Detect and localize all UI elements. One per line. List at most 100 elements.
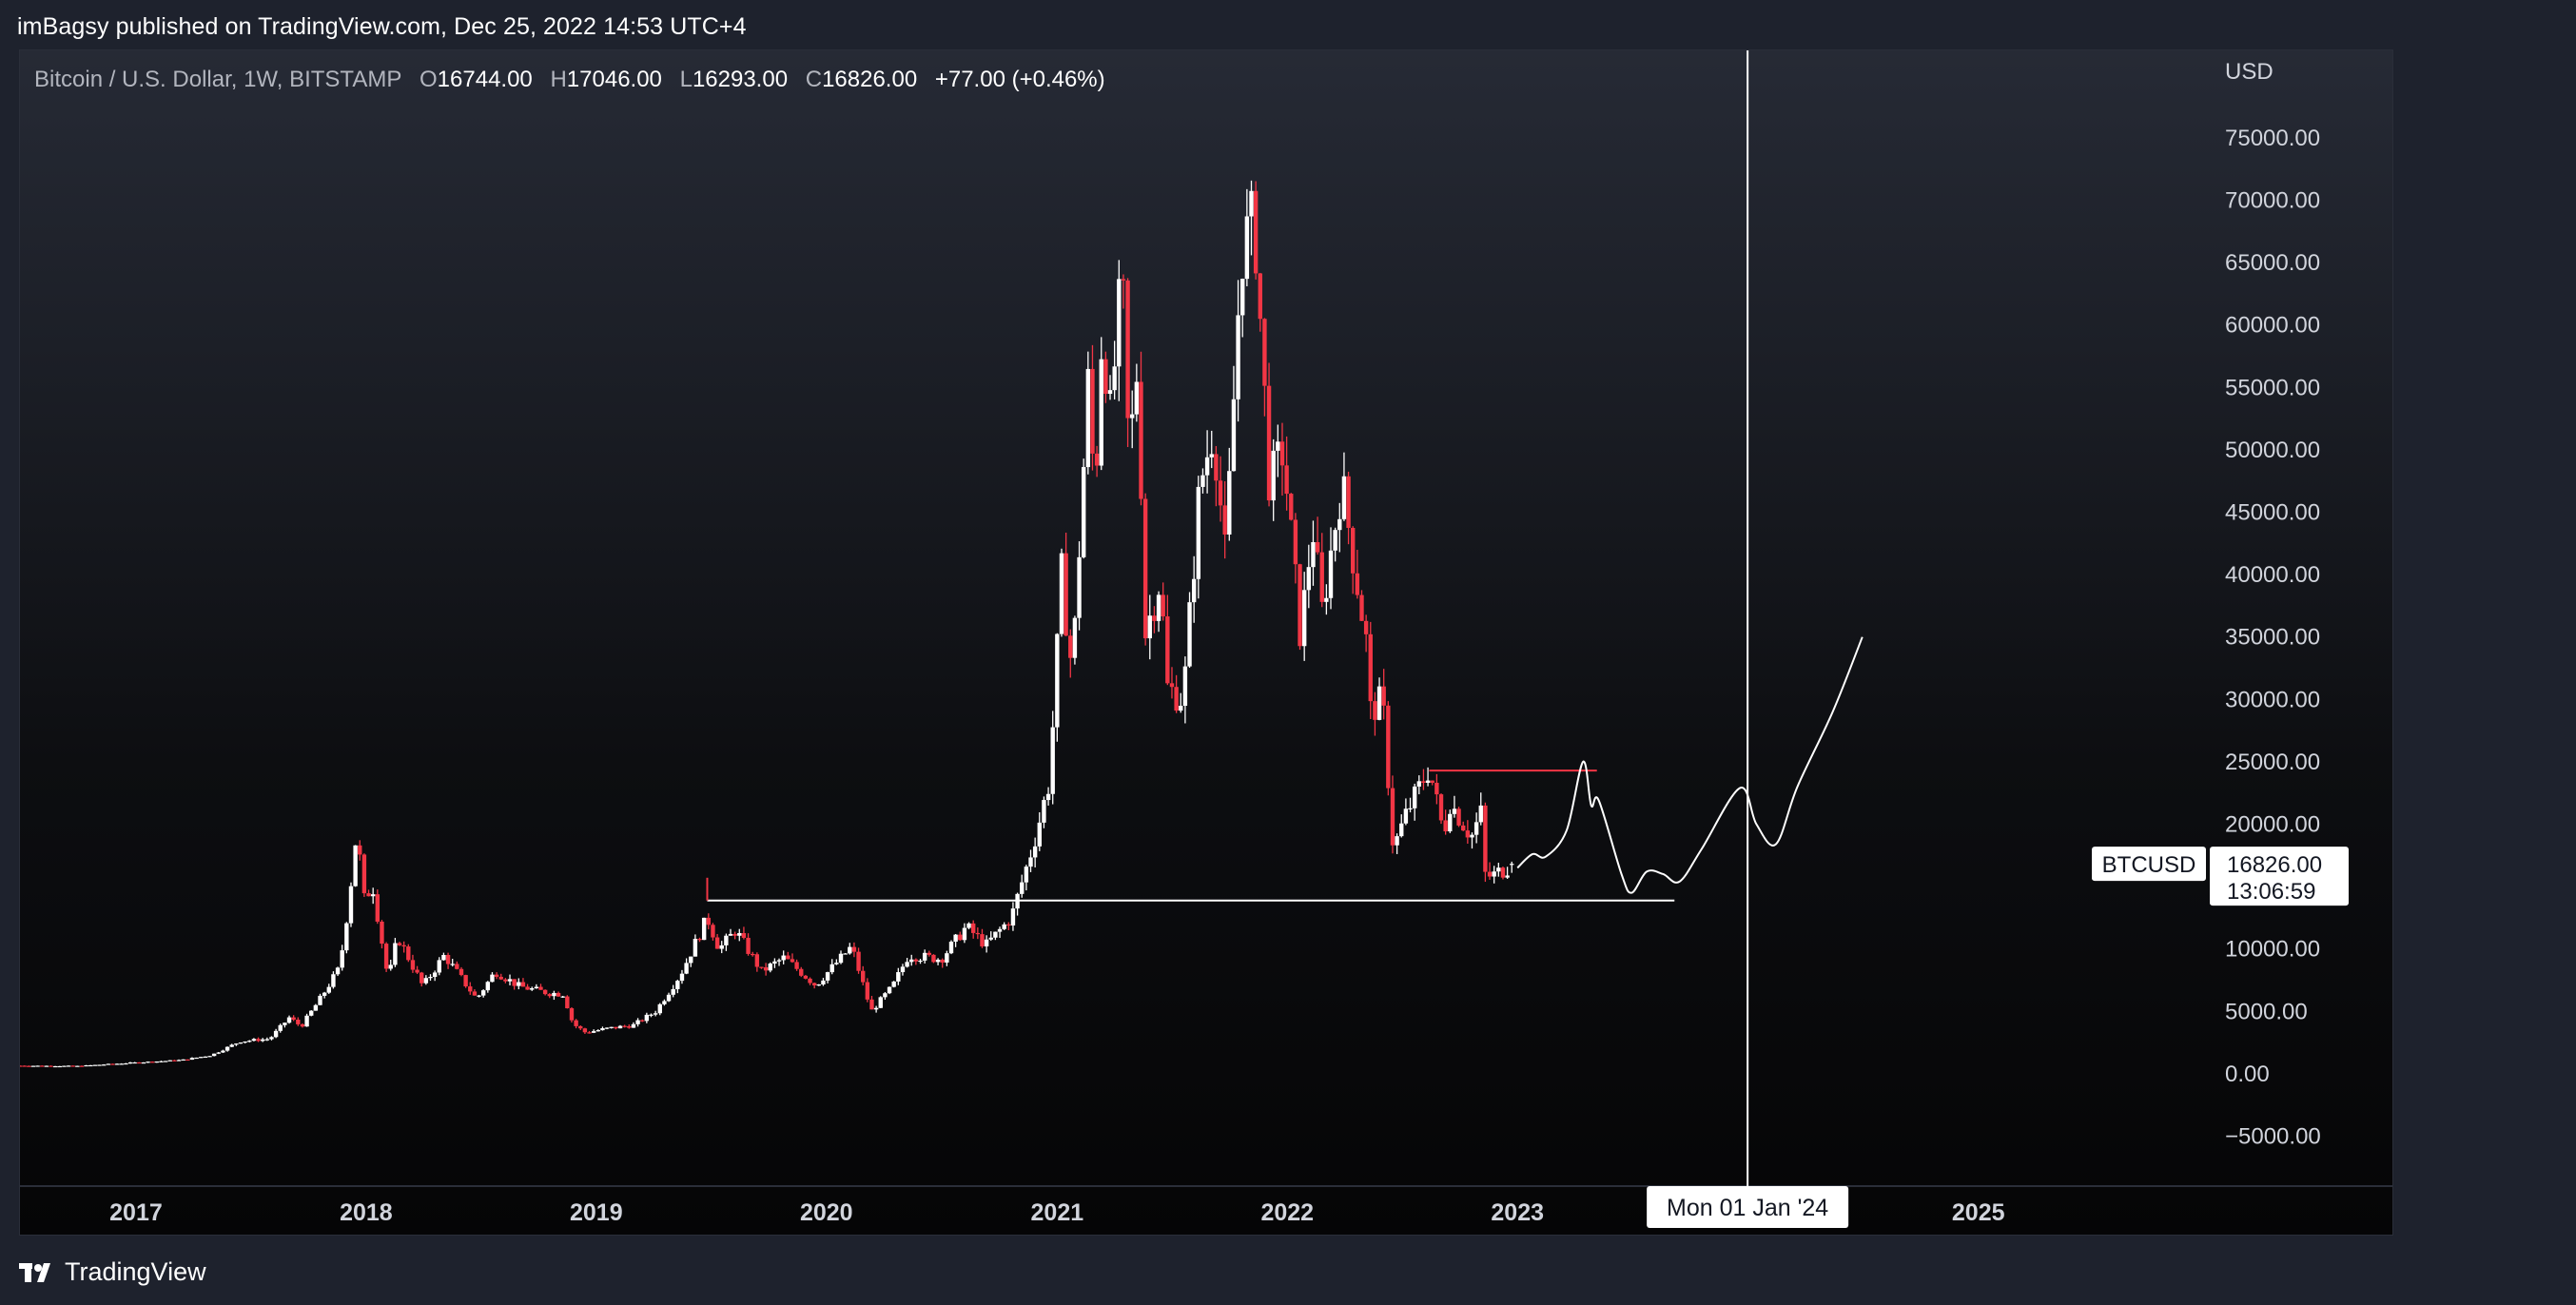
- candle-body: [534, 986, 539, 989]
- candle-body: [1381, 686, 1386, 706]
- candle-body: [163, 1061, 168, 1062]
- candle-body: [851, 946, 857, 952]
- ohlc-legend: Bitcoin / U.S. Dollar, 1W, BITSTAMP O167…: [34, 67, 1105, 93]
- candle-body: [84, 1064, 88, 1067]
- candle-body: [653, 1013, 658, 1015]
- candle-body: [335, 967, 341, 975]
- candle-body: [428, 977, 433, 979]
- candle-body: [92, 1064, 98, 1066]
- candle-body: [825, 972, 830, 981]
- candle-body: [838, 953, 844, 964]
- candle-body: [331, 974, 336, 987]
- time-tick-label: 2022: [1260, 1199, 1314, 1226]
- candle-body: [574, 1020, 578, 1026]
- candle-body: [1059, 553, 1064, 634]
- candle-body: [1434, 782, 1439, 795]
- candle-body: [1112, 366, 1117, 391]
- candle-body: [684, 963, 689, 974]
- candle-body: [617, 1025, 623, 1029]
- candle-body: [649, 1014, 654, 1016]
- candle-body: [1456, 808, 1461, 826]
- candle-body: [313, 1004, 319, 1011]
- candle-body: [1368, 633, 1373, 702]
- candle-body: [1222, 505, 1227, 535]
- candle-body: [383, 944, 389, 969]
- candle-body: [485, 982, 491, 991]
- candle-body: [530, 988, 535, 990]
- price-tick-label: 25000.00: [2225, 750, 2320, 775]
- candle-body: [353, 845, 358, 886]
- crosshair-date-label: Mon 01 Jan '24: [1667, 1195, 1828, 1221]
- candle-body: [141, 1062, 146, 1064]
- candle-body: [172, 1060, 177, 1062]
- candle-body: [494, 974, 499, 977]
- candle-body: [746, 937, 751, 954]
- candle-body: [900, 966, 906, 973]
- candle-body: [1483, 805, 1488, 872]
- candle-body: [393, 943, 398, 965]
- candle-body: [512, 979, 517, 986]
- candle-body: [106, 1063, 110, 1065]
- candle-body: [993, 931, 998, 938]
- candle-body: [181, 1059, 185, 1062]
- candle-body: [124, 1062, 128, 1065]
- candle-body: [1139, 381, 1143, 499]
- candle-body: [304, 1015, 309, 1027]
- candle-body: [1130, 414, 1135, 419]
- candle-body: [1276, 441, 1280, 451]
- high-value: 17046.00: [566, 67, 662, 92]
- candle-body: [1500, 867, 1506, 878]
- candle-body: [1478, 805, 1483, 823]
- candle-body: [137, 1062, 142, 1064]
- candle-body: [1298, 564, 1302, 647]
- candle-body: [247, 1041, 252, 1042]
- candle-body: [1050, 727, 1055, 794]
- candle-body: [207, 1056, 212, 1058]
- candle-body: [935, 959, 941, 963]
- candle-body: [20, 1065, 23, 1067]
- candle-body: [1492, 871, 1496, 877]
- candle-body: [940, 959, 945, 963]
- candle-body: [873, 1007, 879, 1010]
- tradingview-brand[interactable]: TradingView: [19, 1257, 206, 1287]
- candle-body: [22, 1065, 27, 1067]
- candle-body: [1218, 480, 1223, 506]
- candle-body: [772, 961, 777, 964]
- candles: [20, 180, 1514, 1068]
- candle-body: [1253, 190, 1259, 274]
- candle-body: [913, 959, 919, 962]
- chart-panel[interactable]: Mon 01 Jan '24 BTCUSD 16826.00 13:06:59 USD…: [19, 49, 2393, 1236]
- candle-body: [1020, 882, 1025, 894]
- candle-body: [724, 935, 729, 945]
- close-value: 16826.00: [822, 67, 918, 92]
- candle-body: [340, 950, 344, 968]
- candle-body: [30, 1065, 36, 1067]
- candle-body: [768, 964, 772, 971]
- candle-body: [1306, 567, 1312, 591]
- candle-body: [380, 921, 384, 945]
- candle-body: [1209, 454, 1214, 458]
- candle-body: [441, 955, 446, 961]
- candle-body: [498, 976, 503, 980]
- time-axis: 2017 2018 2019 2020 2021 2022 2023 2025: [109, 1199, 2004, 1226]
- candle-body: [1315, 542, 1320, 553]
- candle-body: [1179, 706, 1183, 711]
- candle-body: [1064, 553, 1068, 636]
- candle-body: [283, 1023, 287, 1025]
- candle-body: [948, 942, 954, 954]
- candle-body: [1473, 822, 1479, 835]
- candle-body: [714, 937, 720, 949]
- symbol-title[interactable]: Bitcoin / U.S. Dollar, 1W, BITSTAMP: [34, 67, 402, 92]
- candle-body: [786, 955, 790, 960]
- candle-body: [1090, 368, 1095, 454]
- candle-body: [1024, 867, 1029, 883]
- candle-body: [689, 956, 693, 964]
- time-tick-label: 2025: [1952, 1199, 2005, 1226]
- symbol-tag-badge: [2092, 847, 2206, 882]
- candle-body: [251, 1039, 257, 1042]
- candle-body: [1191, 578, 1197, 603]
- candle-body: [829, 964, 834, 973]
- candle-body: [49, 1065, 53, 1067]
